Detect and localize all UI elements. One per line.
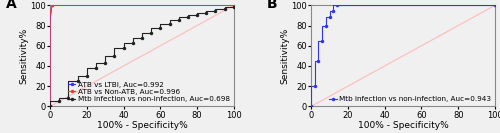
X-axis label: 100% - Specificity%: 100% - Specificity% bbox=[358, 121, 448, 130]
Mtb infection vs non-infection, Auc=0.943 bbox=[326, 17, 332, 18]
Mtb infection vs non-infection, Auc=0.698 bbox=[166, 20, 172, 21]
Mtb infection vs non-infection, Auc=0.698 bbox=[212, 11, 218, 12]
Mtb infection vs non-infection, Auc=0.698 bbox=[56, 97, 62, 99]
Mtb infection vs non-infection, Auc=0.698 bbox=[139, 37, 145, 38]
Mtb infection vs non-infection, Auc=0.698 bbox=[84, 75, 90, 77]
Mtb infection vs non-infection, Auc=0.698 bbox=[47, 106, 53, 107]
Mtb infection vs non-infection, Auc=0.943 bbox=[323, 25, 329, 26]
ATB vs Non-ATB, Auc=0.996 bbox=[49, 5, 55, 6]
Mtb infection vs non-infection, Auc=0.943 bbox=[312, 60, 318, 62]
Mtb infection vs non-infection, Auc=0.698 bbox=[148, 27, 154, 28]
Mtb infection vs non-infection, Auc=0.943 bbox=[316, 40, 322, 41]
Text: A: A bbox=[6, 0, 16, 11]
Line: ATB vs Non-ATB, Auc=0.996: ATB vs Non-ATB, Auc=0.996 bbox=[48, 3, 236, 109]
Mtb infection vs non-infection, Auc=0.698 bbox=[66, 97, 71, 99]
Mtb infection vs non-infection, Auc=0.698 bbox=[47, 101, 53, 102]
Line: Mtb infection vs non-infection, Auc=0.943: Mtb infection vs non-infection, Auc=0.94… bbox=[309, 3, 497, 109]
ATB vs LTBI, Auc=0.992 bbox=[231, 5, 237, 6]
Mtb infection vs non-infection, Auc=0.698 bbox=[93, 67, 99, 69]
Mtb infection vs non-infection, Auc=0.698 bbox=[120, 47, 126, 49]
Mtb infection vs non-infection, Auc=0.698 bbox=[120, 42, 126, 43]
Mtb infection vs non-infection, Auc=0.698 bbox=[93, 62, 99, 64]
Mtb infection vs non-infection, Auc=0.698 bbox=[222, 7, 228, 8]
Mtb infection vs non-infection, Auc=0.698 bbox=[102, 55, 108, 57]
Mtb infection vs non-infection, Auc=0.698 bbox=[158, 23, 164, 24]
Mtb infection vs non-infection, Auc=0.698 bbox=[222, 9, 228, 10]
Mtb infection vs non-infection, Auc=0.943 bbox=[308, 85, 314, 87]
Mtb infection vs non-infection, Auc=0.698 bbox=[112, 55, 117, 57]
Mtb infection vs non-infection, Auc=0.698 bbox=[148, 32, 154, 33]
Text: B: B bbox=[267, 0, 278, 11]
Mtb infection vs non-infection, Auc=0.698 bbox=[204, 11, 210, 12]
Mtb infection vs non-infection, Auc=0.943 bbox=[319, 25, 325, 26]
ATB vs LTBI, Auc=0.992 bbox=[49, 5, 55, 6]
Mtb infection vs non-infection, Auc=0.698 bbox=[112, 47, 117, 49]
Mtb infection vs non-infection, Auc=0.943 bbox=[316, 60, 322, 62]
Mtb infection vs non-infection, Auc=0.698 bbox=[212, 9, 218, 10]
Y-axis label: Sensitivity%: Sensitivity% bbox=[281, 28, 290, 84]
Mtb infection vs non-infection, Auc=0.698 bbox=[176, 17, 182, 18]
Mtb infection vs non-infection, Auc=0.698 bbox=[74, 80, 80, 82]
Mtb infection vs non-infection, Auc=0.698 bbox=[166, 23, 172, 24]
Mtb infection vs non-infection, Auc=0.698 bbox=[84, 67, 90, 69]
Mtb infection vs non-infection, Auc=0.698 bbox=[194, 13, 200, 14]
Mtb infection vs non-infection, Auc=0.698 bbox=[66, 80, 71, 82]
Mtb infection vs non-infection, Auc=0.698 bbox=[130, 37, 136, 38]
Mtb infection vs non-infection, Auc=0.698 bbox=[185, 15, 191, 16]
Mtb infection vs non-infection, Auc=0.698 bbox=[194, 15, 200, 16]
Mtb infection vs non-infection, Auc=0.698 bbox=[231, 5, 237, 6]
Line: ATB vs LTBI, Auc=0.992: ATB vs LTBI, Auc=0.992 bbox=[48, 3, 236, 109]
ATB vs LTBI, Auc=0.992 bbox=[49, 5, 55, 6]
Mtb infection vs non-infection, Auc=0.943 bbox=[308, 106, 314, 107]
Mtb infection vs non-infection, Auc=0.943 bbox=[326, 11, 332, 12]
Mtb infection vs non-infection, Auc=0.698 bbox=[56, 101, 62, 102]
Mtb infection vs non-infection, Auc=0.943 bbox=[312, 85, 318, 87]
Mtb infection vs non-infection, Auc=0.698 bbox=[231, 7, 237, 8]
X-axis label: 100% - Specificity%: 100% - Specificity% bbox=[96, 121, 188, 130]
Mtb infection vs non-infection, Auc=0.698 bbox=[130, 42, 136, 43]
Mtb infection vs non-infection, Auc=0.943 bbox=[319, 40, 325, 41]
Mtb infection vs non-infection, Auc=0.943 bbox=[323, 17, 329, 18]
Mtb infection vs non-infection, Auc=0.943 bbox=[492, 5, 498, 6]
Mtb infection vs non-infection, Auc=0.698 bbox=[139, 32, 145, 33]
Y-axis label: Sensitivity%: Sensitivity% bbox=[20, 28, 28, 84]
Line: Mtb infection vs non-infection, Auc=0.698: Mtb infection vs non-infection, Auc=0.69… bbox=[48, 3, 236, 109]
Mtb infection vs non-infection, Auc=0.698 bbox=[204, 13, 210, 14]
Legend: Mtb infection vs non-infection, Auc=0.943: Mtb infection vs non-infection, Auc=0.94… bbox=[328, 95, 492, 103]
Mtb infection vs non-infection, Auc=0.698 bbox=[102, 62, 108, 64]
Mtb infection vs non-infection, Auc=0.943 bbox=[330, 5, 336, 6]
Mtb infection vs non-infection, Auc=0.698 bbox=[74, 75, 80, 77]
Mtb infection vs non-infection, Auc=0.698 bbox=[158, 27, 164, 28]
Mtb infection vs non-infection, Auc=0.698 bbox=[176, 20, 182, 21]
Mtb infection vs non-infection, Auc=0.698 bbox=[185, 17, 191, 18]
Mtb infection vs non-infection, Auc=0.943 bbox=[330, 11, 336, 12]
ATB vs Non-ATB, Auc=0.996 bbox=[47, 15, 53, 16]
ATB vs LTBI, Auc=0.992 bbox=[47, 106, 53, 107]
ATB vs Non-ATB, Auc=0.996 bbox=[47, 106, 53, 107]
ATB vs Non-ATB, Auc=0.996 bbox=[49, 5, 55, 6]
ATB vs LTBI, Auc=0.992 bbox=[47, 20, 53, 21]
Mtb infection vs non-infection, Auc=0.943 bbox=[334, 5, 340, 6]
Mtb infection vs non-infection, Auc=0.943 bbox=[334, 5, 340, 6]
Legend: ATB vs LTBI, Auc=0.992, ATB vs Non-ATB, Auc=0.996, Mtb infection vs non-infectio: ATB vs LTBI, Auc=0.992, ATB vs Non-ATB, … bbox=[68, 81, 230, 103]
ATB vs Non-ATB, Auc=0.996 bbox=[231, 5, 237, 6]
